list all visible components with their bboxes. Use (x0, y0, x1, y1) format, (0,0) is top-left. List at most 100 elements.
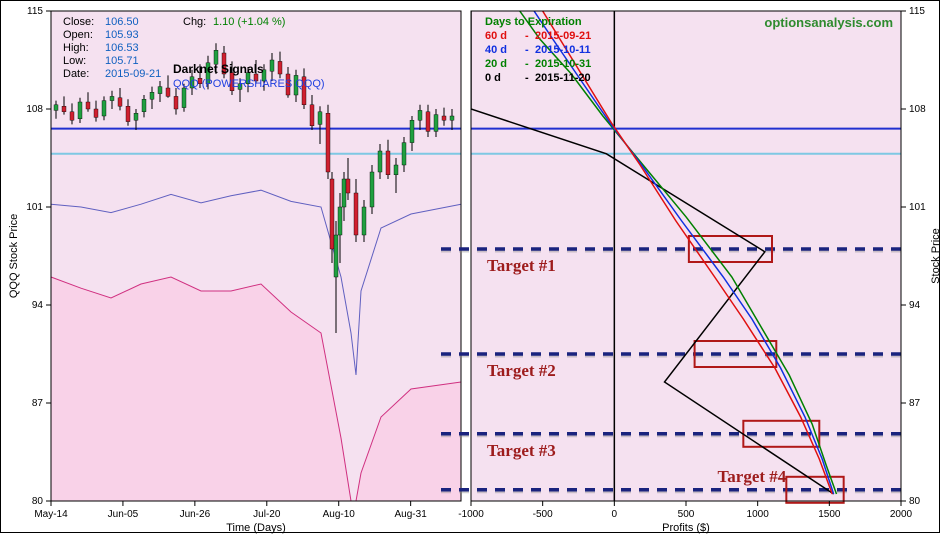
candle-body (270, 60, 274, 71)
ohlc-label: High: (63, 42, 89, 54)
candle-body (318, 112, 322, 125)
y-tick-label: 115 (909, 6, 925, 17)
x-tick-label: Aug-31 (395, 509, 428, 520)
ohlc-label: Close: (63, 16, 94, 28)
legend-item-date: 2015-10-31 (535, 58, 591, 70)
y-axis-label-left: QQQ Stock Price (8, 214, 20, 298)
candle-body (410, 120, 414, 142)
ohlc-chg-label: Chg: (183, 16, 206, 28)
candle-body (362, 207, 366, 235)
ohlc-value: 2015-09-21 (105, 68, 161, 80)
ohlc-label: Date: (63, 68, 89, 80)
candle-body (334, 235, 338, 277)
candle-body (278, 61, 282, 74)
legend-title: Days to Expiration (485, 16, 582, 28)
candle-body (150, 92, 154, 99)
legend-item-date: 2015-10-11 (535, 44, 591, 56)
ohlc-value: 105.93 (105, 29, 139, 41)
candle-body (426, 112, 430, 132)
candle-body (378, 151, 382, 172)
legend-item-date: 2015-11-20 (535, 72, 591, 84)
right-x-axis-label: Profits ($) (662, 522, 710, 534)
candle-body (134, 113, 138, 120)
candle-body (394, 165, 398, 175)
left-x-axis-label: Time (Days) (226, 522, 285, 534)
legend-item-dash: - (525, 44, 529, 56)
candle-body (418, 110, 422, 120)
candle-body (94, 109, 98, 117)
legend-item-days: 20 d (485, 58, 507, 70)
x-tick-label: 0 (612, 509, 618, 520)
watermark: optionsanalysis.com (764, 15, 893, 30)
y-tick-label: 108 (26, 104, 43, 115)
candle-body (158, 87, 162, 94)
target-label: Target #2 (487, 361, 556, 380)
chart-title-1: Darknet Signals (173, 62, 264, 76)
x-tick-label: 1000 (747, 509, 770, 520)
candle-body (70, 112, 74, 120)
y-tick-label: 87 (32, 398, 44, 409)
legend-item-days: 60 d (485, 30, 507, 42)
legend-item-dash: - (525, 72, 529, 84)
candle-body (402, 143, 406, 165)
candle-body (86, 102, 90, 109)
x-tick-label: -1000 (458, 509, 484, 520)
candle-body (346, 179, 350, 193)
candle-body (442, 116, 446, 120)
y-tick-label: 94 (32, 300, 44, 311)
candle-body (342, 179, 346, 207)
target-label: Target #3 (487, 441, 556, 460)
y-tick-label: 80 (32, 496, 44, 507)
x-tick-label: Jun-26 (180, 509, 211, 520)
y-tick-label: 108 (909, 104, 926, 115)
ohlc-value: 106.53 (105, 42, 139, 54)
candle-body (54, 105, 58, 111)
x-tick-label: May-14 (34, 509, 68, 520)
x-tick-label: 500 (678, 509, 695, 520)
legend-item-dash: - (525, 30, 529, 42)
candle-body (326, 113, 330, 172)
target-label: Target #4 (718, 467, 787, 486)
y-tick-label: 80 (909, 496, 921, 507)
candle-body (62, 106, 66, 112)
legend-item-days: 40 d (485, 44, 507, 56)
x-tick-label: Jul-20 (253, 509, 281, 520)
x-tick-label: Aug-10 (323, 509, 356, 520)
y-tick-label: 115 (27, 6, 43, 17)
candle-body (450, 116, 454, 120)
candle-body (118, 98, 122, 106)
candle-body (102, 101, 106, 116)
candle-body (110, 96, 114, 100)
x-tick-label: 1500 (818, 509, 841, 520)
legend-item-days: 0 d (485, 72, 501, 84)
target-label: Target #1 (487, 256, 556, 275)
candle-body (310, 105, 314, 126)
candle-body (78, 102, 82, 119)
legend-item-dash: - (525, 58, 529, 70)
candle-body (338, 207, 342, 235)
ohlc-value: 105.71 (105, 55, 139, 67)
candle-body (370, 172, 374, 207)
candle-body (386, 151, 390, 175)
y-tick-label: 94 (909, 300, 921, 311)
candle-body (354, 193, 358, 235)
ohlc-label: Open: (63, 29, 93, 41)
candle-body (126, 106, 130, 121)
x-tick-label: -500 (533, 509, 553, 520)
ohlc-chg: 1.10 (+1.04 %) (213, 16, 285, 28)
ohlc-label: Low: (63, 55, 86, 67)
x-tick-label: 2000 (890, 509, 913, 520)
candle-body (166, 88, 170, 96)
y-tick-label: 101 (26, 202, 43, 213)
y-tick-label: 101 (909, 202, 926, 213)
candle-body (142, 99, 146, 112)
chart-title-2: QQQ (POWERSHARES QQQ) (173, 78, 325, 90)
y-tick-label: 87 (909, 398, 921, 409)
candle-body (182, 88, 186, 108)
x-tick-label: Jun-05 (108, 509, 139, 520)
y-axis-label-right: Stock Price (930, 228, 940, 284)
ohlc-value: 106.50 (105, 16, 139, 28)
candle-body (330, 179, 334, 249)
legend-item-date: 2015-09-21 (535, 30, 591, 42)
candle-body (434, 115, 438, 132)
